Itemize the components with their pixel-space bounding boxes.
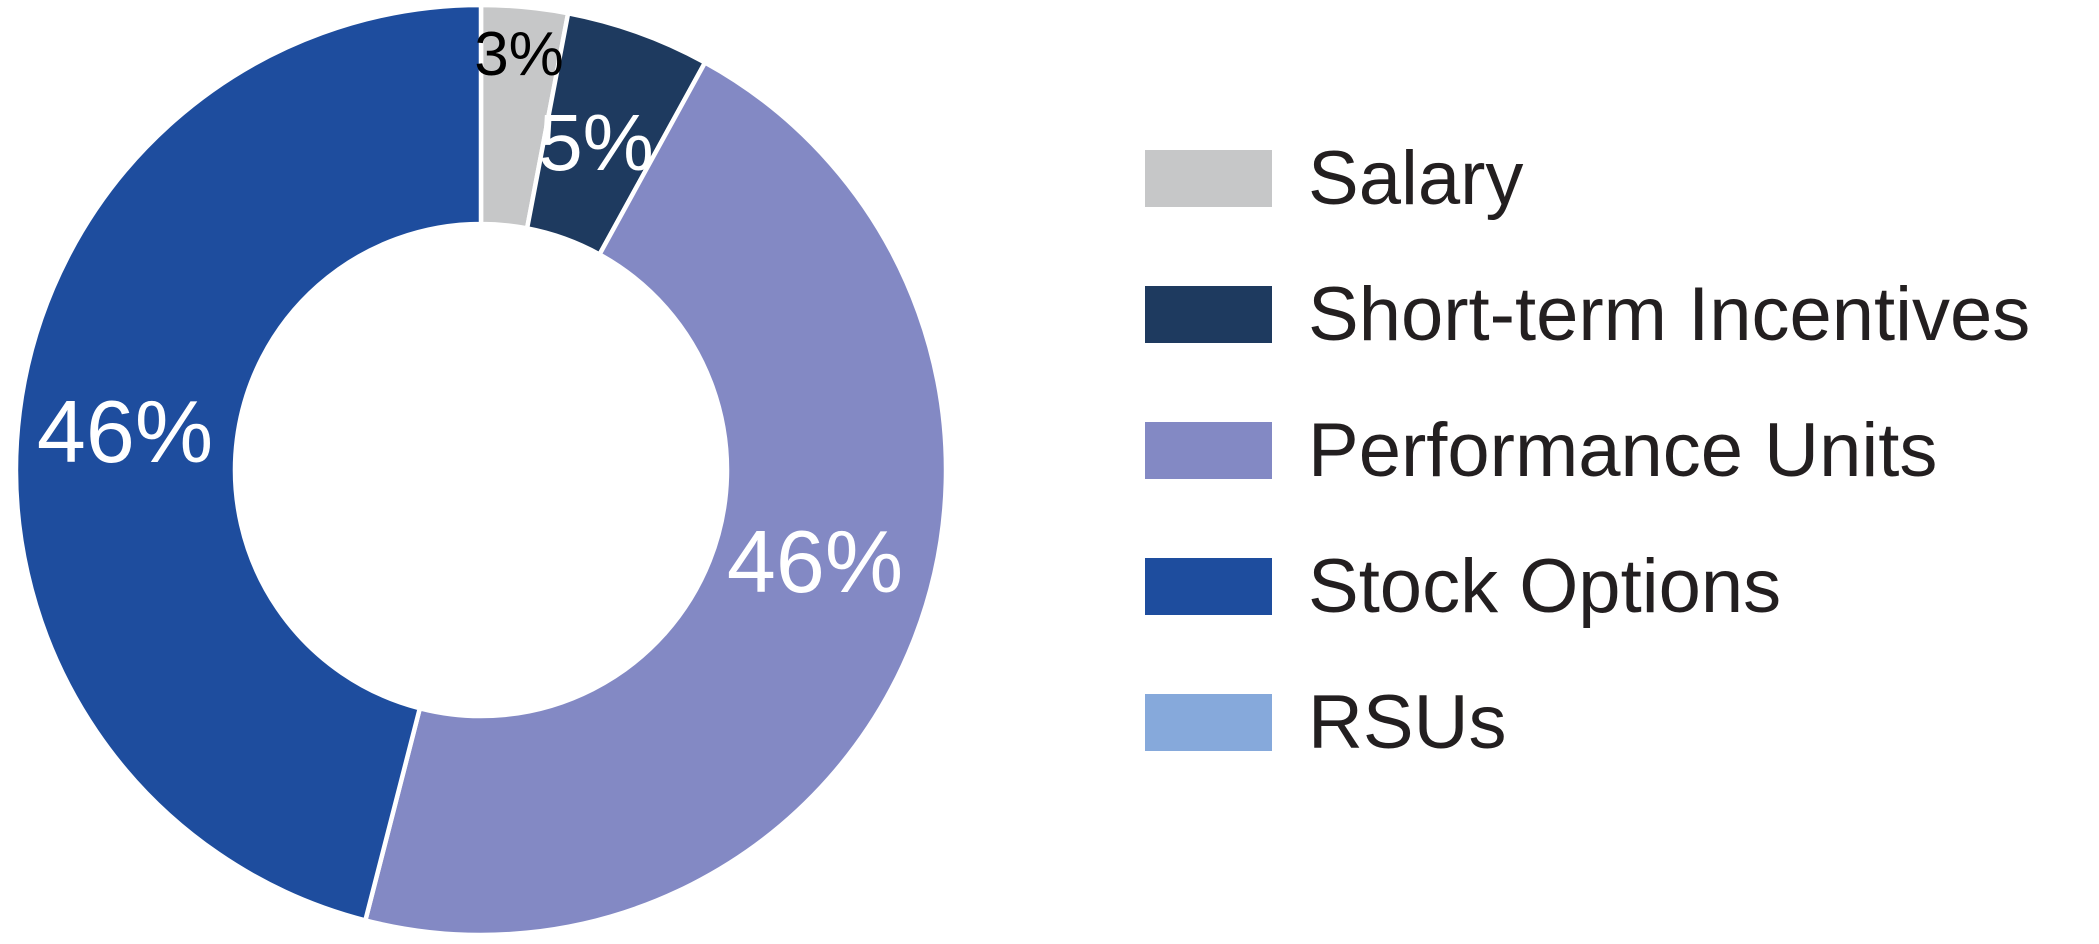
legend-label-salary: Salary (1308, 135, 1524, 221)
chart-legend: Salary Short-term Incentives Performance… (1145, 140, 2030, 830)
legend-item-rsus: RSUs (1145, 684, 2030, 760)
donut-slice-stock-options (13, 2, 484, 924)
legend-item-performance-units: Performance Units (1145, 412, 2030, 488)
legend-label-stock-options: Stock Options (1308, 543, 1782, 629)
legend-label-performance-units: Performance Units (1308, 407, 1938, 493)
donut-svg (13, 2, 949, 938)
legend-label-rsus: RSUs (1308, 679, 1507, 765)
legend-swatch-salary (1145, 150, 1272, 207)
legend-swatch-short-term-incentives (1145, 286, 1272, 343)
legend-item-short-term-incentives: Short-term Incentives (1145, 276, 2030, 352)
donut-chart: 3% 5% 46% 46% (0, 0, 962, 944)
slice-label-performance-units: 46% (726, 512, 904, 611)
legend-swatch-performance-units (1145, 422, 1272, 479)
donut-slice-performance-units (362, 59, 949, 938)
legend-swatch-stock-options (1145, 558, 1272, 615)
legend-swatch-rsus (1145, 694, 1272, 751)
legend-label-short-term-incentives: Short-term Incentives (1308, 271, 2031, 357)
slice-label-stock-options: 46% (36, 382, 214, 481)
slice-label-salary: 3% (474, 20, 564, 89)
legend-item-salary: Salary (1145, 140, 2030, 216)
slice-label-short-term-incentives: 5% (538, 98, 654, 187)
legend-item-stock-options: Stock Options (1145, 548, 2030, 624)
